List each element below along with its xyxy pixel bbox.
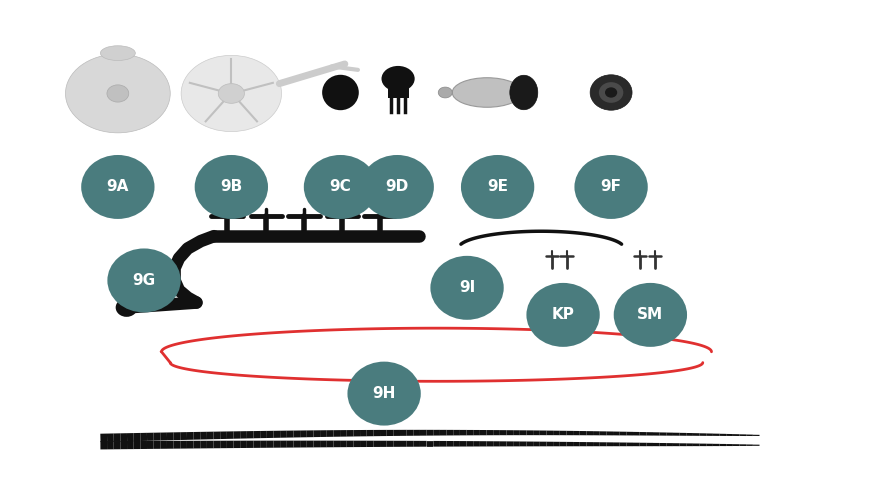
Ellipse shape — [452, 78, 522, 107]
Ellipse shape — [590, 75, 632, 110]
Text: 9G: 9G — [133, 273, 155, 288]
Ellipse shape — [430, 256, 504, 320]
Text: KP: KP — [552, 308, 574, 322]
Text: 9B: 9B — [220, 180, 243, 194]
Ellipse shape — [107, 85, 129, 102]
Text: 9A: 9A — [107, 180, 129, 194]
Ellipse shape — [100, 46, 135, 61]
Ellipse shape — [81, 155, 155, 219]
Ellipse shape — [461, 155, 534, 219]
Ellipse shape — [599, 82, 623, 103]
Ellipse shape — [304, 155, 377, 219]
Ellipse shape — [218, 84, 244, 103]
Ellipse shape — [510, 75, 538, 110]
Ellipse shape — [347, 362, 421, 426]
Ellipse shape — [361, 155, 434, 219]
Bar — [388, 78, 409, 98]
Ellipse shape — [382, 66, 415, 92]
Text: 9D: 9D — [386, 180, 409, 194]
Ellipse shape — [322, 75, 359, 110]
Text: 9F: 9F — [601, 180, 622, 194]
Text: SM: SM — [637, 308, 663, 322]
Text: 9C: 9C — [330, 180, 351, 194]
Ellipse shape — [574, 155, 648, 219]
Text: 9I: 9I — [459, 280, 475, 295]
Ellipse shape — [195, 155, 268, 219]
Ellipse shape — [614, 283, 687, 347]
Ellipse shape — [182, 55, 281, 131]
Ellipse shape — [526, 283, 600, 347]
Ellipse shape — [438, 87, 452, 98]
Ellipse shape — [65, 54, 170, 133]
Ellipse shape — [605, 87, 617, 97]
Ellipse shape — [107, 248, 181, 312]
Text: 9E: 9E — [487, 180, 508, 194]
Ellipse shape — [115, 298, 137, 317]
Text: 9H: 9H — [373, 386, 395, 401]
